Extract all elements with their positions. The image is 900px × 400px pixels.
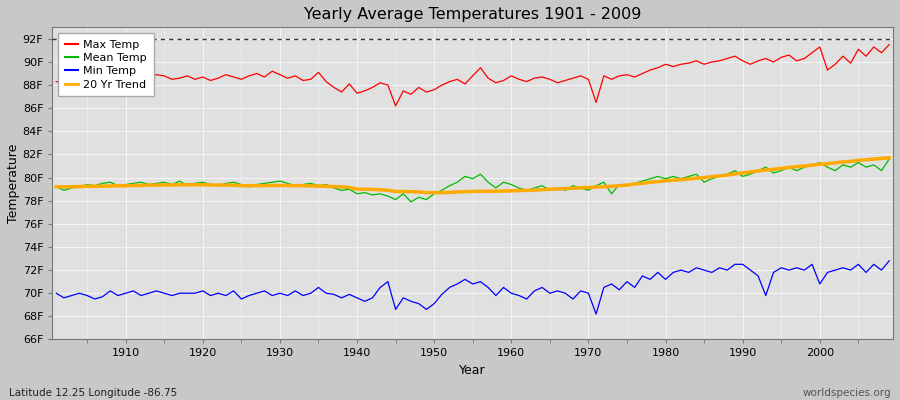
X-axis label: Year: Year bbox=[459, 364, 486, 377]
Legend: Max Temp, Mean Temp, Min Temp, 20 Yr Trend: Max Temp, Mean Temp, Min Temp, 20 Yr Tre… bbox=[58, 33, 154, 96]
Text: worldspecies.org: worldspecies.org bbox=[803, 388, 891, 398]
Title: Yearly Average Temperatures 1901 - 2009: Yearly Average Temperatures 1901 - 2009 bbox=[304, 7, 642, 22]
Text: Latitude 12.25 Longitude -86.75: Latitude 12.25 Longitude -86.75 bbox=[9, 388, 177, 398]
Y-axis label: Temperature: Temperature bbox=[7, 144, 20, 223]
